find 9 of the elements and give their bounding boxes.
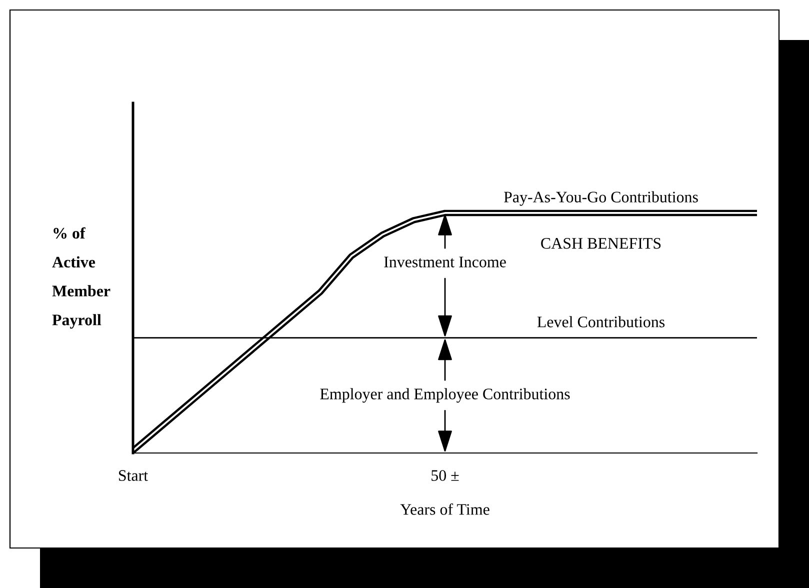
y-axis-title: % of Active Member Payroll — [52, 227, 110, 329]
annotation: Employer and Employee Contributions — [320, 388, 570, 403]
series-label: Level Contributions — [537, 316, 665, 328]
series-label: Pay-As-You-Go Contributions — [504, 191, 698, 206]
x-tick-label: Start — [118, 470, 148, 481]
annotation: CASH BENEFITS — [541, 238, 661, 249]
x-axis-title: Years of Time — [400, 503, 490, 515]
x-tick-label: 50 ± — [432, 470, 459, 481]
annotation: Investment Income — [384, 256, 506, 268]
